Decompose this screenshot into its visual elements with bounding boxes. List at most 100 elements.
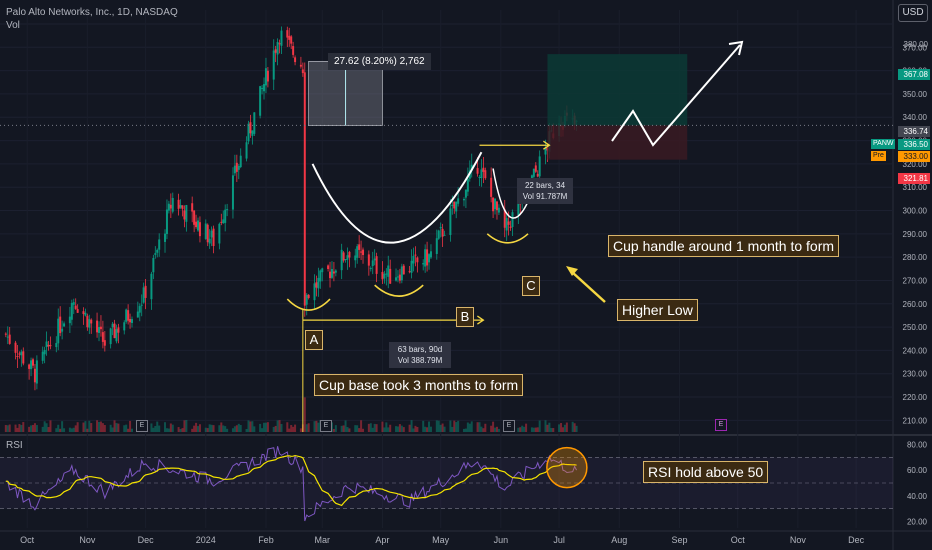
earnings-marker-upcoming[interactable]: E [715,419,727,431]
candle-body [90,319,93,324]
candle-body [453,201,456,209]
candle-body [129,318,132,323]
volume-bar [398,424,401,432]
candle-body [389,268,392,284]
candle-body [253,112,256,134]
candle-body [61,328,64,332]
candle-body [167,203,170,211]
candle-body [57,318,60,344]
currency-button[interactable]: USD [898,4,928,22]
volume-bar [193,425,196,432]
volume-bar [164,422,167,432]
candle-body [88,319,91,328]
volume-bar [72,427,75,432]
volume-bar [131,428,134,432]
candle-body [177,199,180,209]
candle-body [150,273,153,300]
volume-bar [210,424,213,432]
candle-body [329,271,332,279]
range-info-handle-bars: 22 bars, 34 [524,181,566,190]
range-info-base: 63 bars, 90d Vol 388.79M [389,342,451,368]
rsi-tick-label: 40.00 [907,492,928,501]
volume-bar [457,420,460,432]
volume-bar [563,424,566,432]
time-tick-label: Dec [848,535,865,545]
volume-bar [84,421,87,432]
volume-bar [212,425,215,432]
candle-body [266,70,269,82]
volume-bar [346,427,349,432]
volume-bar [416,426,419,432]
price-tick-label: 340.00 [903,113,928,122]
candle-body [449,208,452,236]
volume-bar [437,420,440,432]
candle-body [412,255,415,264]
premarket-tag: Pre [871,151,886,161]
volume-bar [113,420,116,432]
candle-body [424,249,427,267]
rsi-legend[interactable]: RSI [6,440,23,451]
volume-bar [389,424,392,432]
volume-bar [70,428,73,432]
candle-body [439,226,442,229]
volume-bar [49,420,52,432]
volume-bar [35,425,38,432]
candle-body [158,239,161,250]
candle-body [259,86,262,116]
volume-bar [428,421,431,432]
volume-bar [55,428,58,432]
volume-bar [344,420,347,432]
volume-bar [550,428,553,432]
volume-bar [369,423,372,432]
volume-bar [30,425,33,432]
volume-bar [480,426,483,432]
candle-body [235,162,238,172]
candle-body [292,46,295,55]
volume-bar [410,420,413,432]
price-tick-label: 320.00 [903,160,928,169]
volume-bar [536,427,539,432]
volume-bar [299,428,302,432]
earnings-marker[interactable]: E [503,420,515,432]
earnings-marker[interactable]: E [320,420,332,432]
volume-bar [468,423,471,432]
volume-bar [492,421,495,432]
volume-bar [435,420,438,432]
candle-body [385,273,388,275]
prev-close-label: 336.74 [898,126,930,137]
volume-bar [235,425,238,432]
candle-body [305,294,308,305]
rsi-tick-label: 80.00 [907,440,928,449]
candle-body [33,368,36,383]
candle-body [398,274,401,281]
candle-body [346,255,349,260]
label-b: B [456,307,474,327]
volume-bar [179,428,182,432]
volume-bar [375,424,378,432]
volume-bar [14,424,17,432]
swing-low-arc-a [286,298,331,311]
volume-legend[interactable]: Vol [6,20,20,31]
target-price-label: 367.08 [898,69,930,80]
volume-bar [519,427,522,432]
candle-body [478,177,481,179]
candle-body [288,35,291,40]
candle-body [503,209,506,228]
volume-bar [245,428,248,432]
candle-body [206,224,209,243]
earnings-marker[interactable]: E [136,420,148,432]
volume-bar [278,420,281,432]
symbol-title[interactable]: Palo Alto Networks, Inc., 1D, NASDAQ [6,7,178,18]
volume-bar [86,428,89,432]
candle-body [387,265,390,277]
candle-body [367,254,370,266]
volume-bar [400,425,403,432]
candle-body [249,122,252,134]
price-tick-label: 270.00 [903,276,928,285]
volume-bar [177,427,180,432]
candle-body [101,332,104,342]
volume-bar [464,428,467,432]
volume-bar [115,423,118,432]
volume-bar [20,424,23,432]
